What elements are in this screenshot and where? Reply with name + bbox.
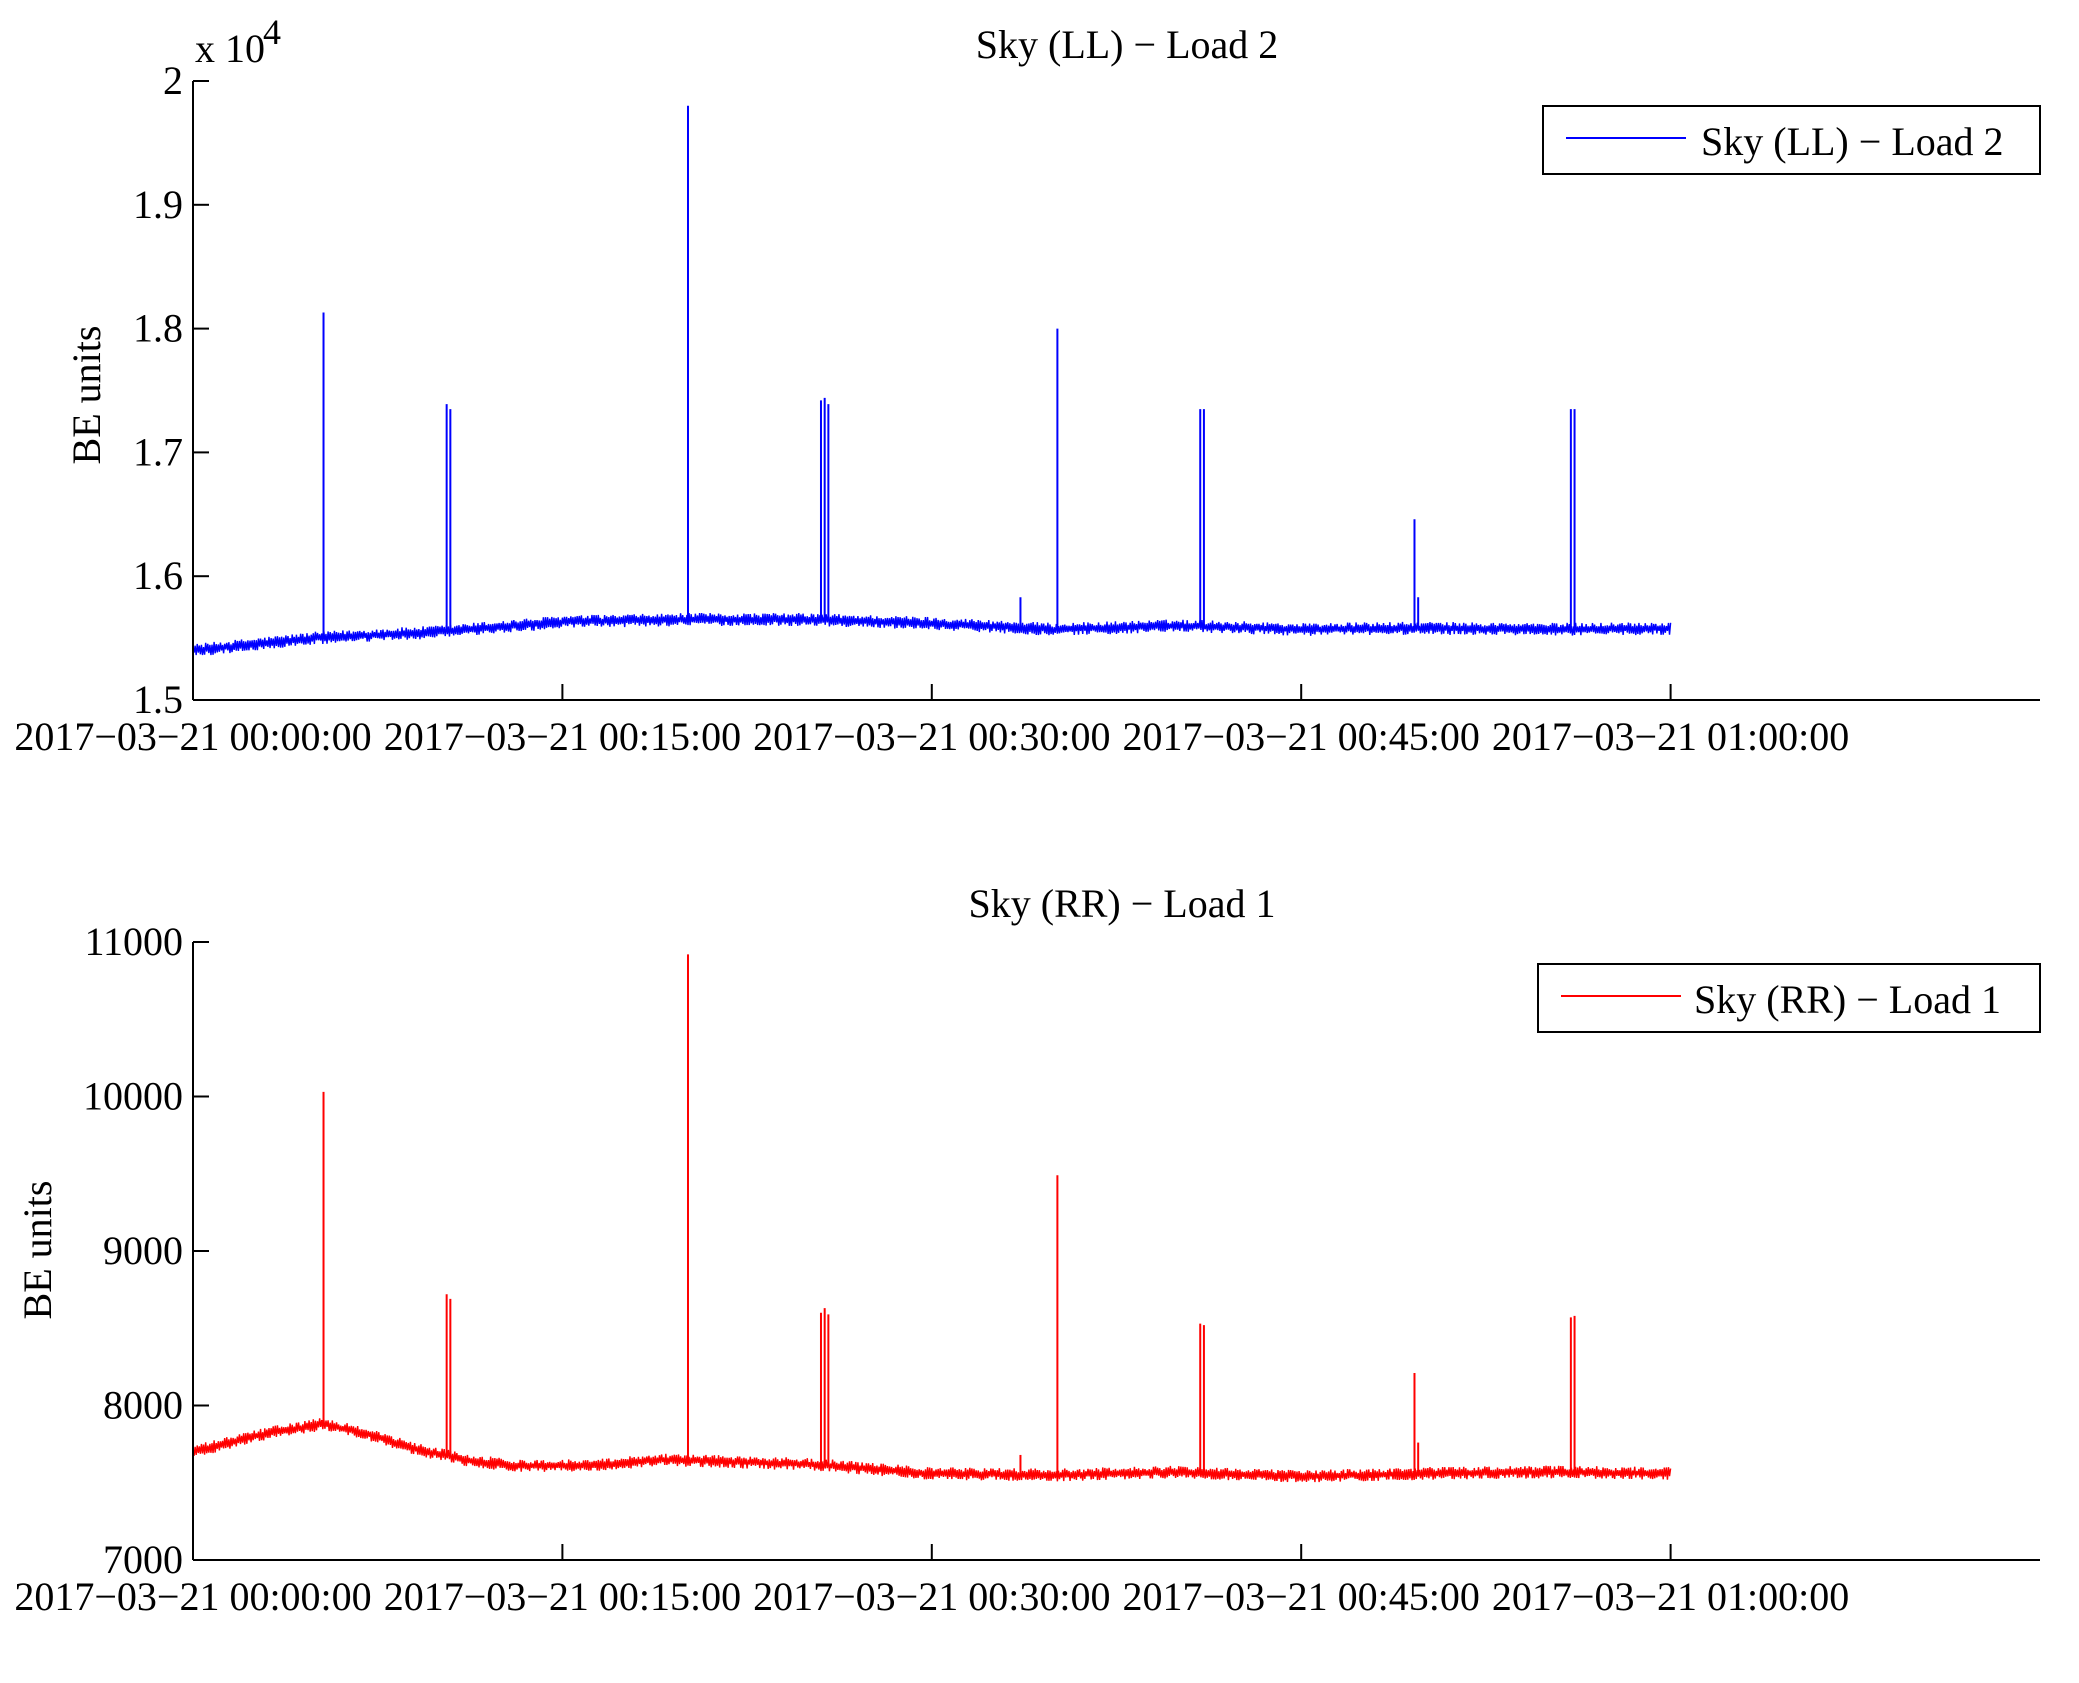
bottom-plot: Sky (RR) − Load 1 BE units 7000 8000 9000 1… [14, 881, 2041, 1619]
top-plot-x-tick-label: 2017−03−21 00:15:00 [384, 714, 741, 759]
bottom-plot-title: Sky (RR) − Load 1 [969, 881, 1276, 926]
top-plot: Sky (LL) − Load 2 x 10 4 BE units 1.5 1.6… [14, 12, 2041, 759]
bottom-plot-legend-box [1537, 963, 2041, 1033]
top-plot-x-tick-label: 2017−03−21 01:00:00 [1492, 714, 1849, 759]
bottom-plot-legend-label: Sky (RR) − Load 1 [1694, 977, 2001, 1022]
top-plot-legend-box [1542, 105, 2041, 175]
bottom-plot-y-tick-label: 7000 [103, 1537, 183, 1582]
top-plot-series [192, 105, 1672, 656]
top-plot-legend-label: Sky (LL) − Load 2 [1701, 119, 2004, 164]
top-plot-y-tick-label: 1.7 [133, 429, 183, 474]
top-plot-y-tick-label: 1.5 [133, 677, 183, 722]
bottom-plot-series [192, 954, 1672, 1483]
bottom-plot-y-tick-label: 9000 [103, 1228, 183, 1273]
top-plot-x-tick-label: 2017−03−21 00:30:00 [753, 714, 1110, 759]
top-plot-series-line [192, 612, 1672, 656]
bottom-plot-y-tick-label: 10000 [83, 1074, 183, 1119]
top-plot-multiplier: x 10 4 [195, 12, 281, 71]
bottom-plot-x-tick-label: 2017−03−21 00:15:00 [384, 1574, 741, 1619]
top-plot-axes: 1.5 1.6 1.7 1.8 1.9 2 2017−03−21 00:00:00 2017−… [14, 58, 2040, 759]
bottom-plot-axes: 7000 8000 9000 10000 11000 2017−03−21 00:00:0… [14, 919, 2040, 1619]
top-plot-y-axis-label: BE units [64, 326, 109, 465]
top-plot-x-tick-label: 2017−03−21 00:00:00 [14, 714, 371, 759]
bottom-plot-series-line [192, 1418, 1672, 1483]
bottom-plot-y-axis-label: BE units [15, 1181, 60, 1320]
bottom-plot-x-tick-label: 2017−03−21 00:45:00 [1123, 1574, 1480, 1619]
top-plot-y-tick-label: 1.9 [133, 182, 183, 227]
top-plot-y-tick-label: 1.8 [133, 306, 183, 351]
bottom-plot-x-tick-label: 2017−03−21 00:30:00 [753, 1574, 1110, 1619]
top-plot-y-tick-label: 2 [163, 58, 183, 103]
top-plot-legend: Sky (LL) − Load 2 [1542, 105, 2041, 175]
top-plot-title: Sky (LL) − Load 2 [976, 22, 1279, 67]
bottom-plot-y-tick-label: 8000 [103, 1383, 183, 1428]
top-plot-y-tick-label: 1.6 [133, 553, 183, 598]
bottom-plot-y-tick-label: 11000 [84, 919, 183, 964]
bottom-plot-x-tick-label: 2017−03−21 00:00:00 [14, 1574, 371, 1619]
top-plot-x-tick-label: 2017−03−21 00:45:00 [1123, 714, 1480, 759]
bottom-plot-legend: Sky (RR) − Load 1 [1537, 963, 2041, 1033]
top-plot-multiplier-base: x 10 [195, 26, 265, 71]
bottom-plot-x-tick-label: 2017−03−21 01:00:00 [1492, 1574, 1849, 1619]
top-plot-multiplier-exponent: 4 [263, 12, 281, 52]
